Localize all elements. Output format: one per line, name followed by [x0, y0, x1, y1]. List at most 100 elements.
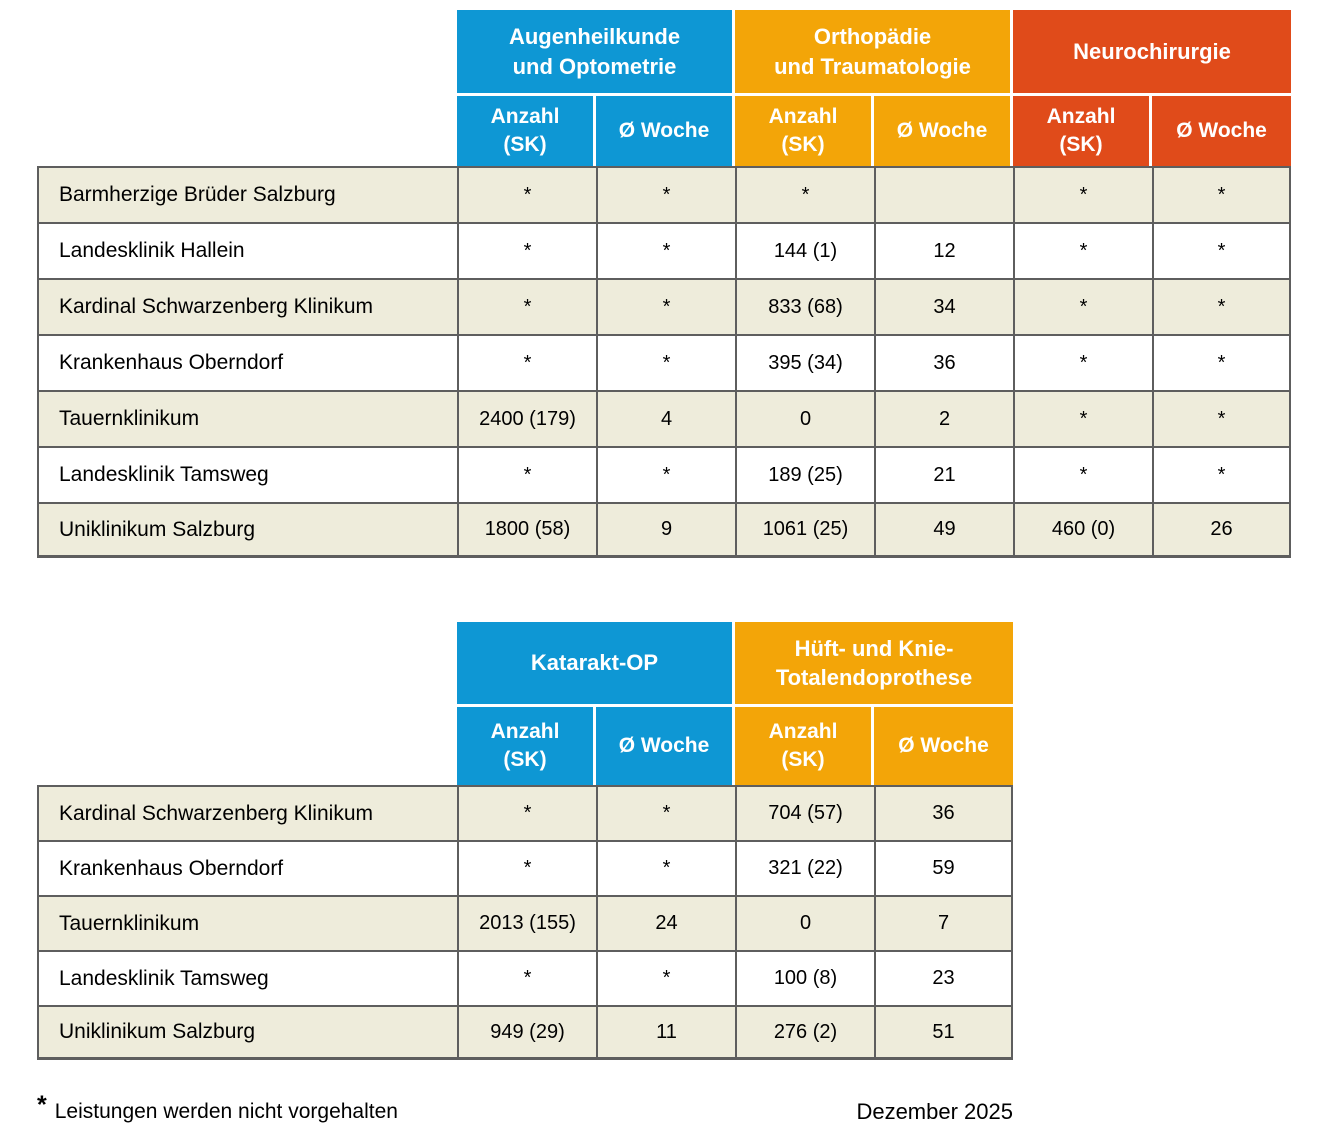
subheader-woche: Ø Woche	[874, 707, 1014, 785]
subheader-row: Anzahl (SK) Ø Woche Anzahl (SK) Ø Woche	[37, 707, 1014, 785]
subheader-woche: Ø Woche	[596, 707, 735, 785]
eingriffe-table: Katarakt-OP Hüft- und Knie- Totalendopro…	[37, 622, 1014, 1060]
header-spacer	[37, 707, 457, 785]
value-cell: 21	[874, 446, 1014, 502]
table-row: Landesklinik Hallein * * 144 (1) 12 * *	[37, 222, 1292, 278]
value-cell: 26	[1152, 502, 1292, 558]
value-cell: *	[1152, 222, 1292, 278]
row-label: Tauernklinikum	[37, 390, 457, 446]
value-cell: *	[596, 446, 735, 502]
value-cell: *	[1152, 278, 1292, 334]
value-cell: *	[457, 840, 596, 895]
value-cell: *	[1013, 278, 1153, 334]
value-cell: 1061 (25)	[735, 502, 874, 558]
value-cell: *	[735, 166, 874, 222]
value-cell: *	[457, 950, 596, 1005]
value-cell: 144 (1)	[735, 222, 874, 278]
value-cell: 36	[874, 785, 1014, 840]
table-row: Kardinal Schwarzenberg Klinikum * * 833 …	[37, 278, 1292, 334]
group-header-katarakt-op: Katarakt-OP	[457, 622, 735, 707]
header-spacer	[37, 622, 457, 707]
group-header-row: Katarakt-OP Hüft- und Knie- Totalendopro…	[37, 622, 1014, 707]
value-cell: *	[596, 222, 735, 278]
row-label: Landesklinik Tamsweg	[37, 446, 457, 502]
value-cell: 7	[874, 895, 1014, 950]
value-cell: 1800 (58)	[457, 502, 596, 558]
value-cell: 276 (2)	[735, 1005, 874, 1060]
value-cell: 24	[596, 895, 735, 950]
value-cell: *	[1152, 446, 1292, 502]
value-cell: 59	[874, 840, 1014, 895]
subheader-anzahl-sk: Anzahl (SK)	[1013, 96, 1153, 166]
value-cell: *	[1013, 390, 1153, 446]
footnote-asterisk: *	[37, 1091, 47, 1119]
value-cell: 949 (29)	[457, 1005, 596, 1060]
group-header-hueft-knie-tep: Hüft- und Knie- Totalendoprothese	[735, 622, 1014, 707]
row-label: Tauernklinikum	[37, 895, 457, 950]
table-row: Landesklinik Tamsweg * * 189 (25) 21 * *	[37, 446, 1292, 502]
subheader-woche: Ø Woche	[596, 96, 735, 166]
subheader-woche: Ø Woche	[874, 96, 1014, 166]
value-cell: 395 (34)	[735, 334, 874, 390]
row-label: Krankenhaus Oberndorf	[37, 334, 457, 390]
table-row: Landesklinik Tamsweg * * 100 (8) 23	[37, 950, 1014, 1005]
value-cell: 23	[874, 950, 1014, 1005]
table-row: Krankenhaus Oberndorf * * 395 (34) 36 * …	[37, 334, 1292, 390]
table-row: Krankenhaus Oberndorf * * 321 (22) 59	[37, 840, 1014, 895]
subheader-anzahl-sk: Anzahl (SK)	[457, 96, 596, 166]
value-cell: *	[457, 278, 596, 334]
row-label: Uniklinikum Salzburg	[37, 502, 457, 558]
value-cell: 2400 (179)	[457, 390, 596, 446]
value-cell: *	[1013, 334, 1153, 390]
row-label: Krankenhaus Oberndorf	[37, 840, 457, 895]
header-spacer	[37, 96, 457, 166]
value-cell: 0	[735, 390, 874, 446]
fachbereiche-table: Augenheilkunde und Optometrie Orthopädie…	[37, 10, 1292, 558]
row-label: Kardinal Schwarzenberg Klinikum	[37, 278, 457, 334]
value-cell: 321 (22)	[735, 840, 874, 895]
value-cell: *	[1152, 166, 1292, 222]
value-cell: 9	[596, 502, 735, 558]
value-cell: *	[596, 785, 735, 840]
footer: * Leistungen werden nicht vorgehalten Dez…	[37, 1091, 1013, 1125]
value-cell: *	[457, 785, 596, 840]
value-cell: *	[596, 278, 735, 334]
subheader-woche: Ø Woche	[1152, 96, 1292, 166]
footnote-text: Leistungen werden nicht vorgehalten	[54, 1100, 398, 1123]
table-row: Tauernklinikum 2013 (155) 24 0 7	[37, 895, 1014, 950]
table-row: Barmherzige Brüder Salzburg * * * * *	[37, 166, 1292, 222]
subheader-row: Anzahl (SK) Ø Woche Anzahl (SK) Ø Woche …	[37, 96, 1292, 166]
value-cell: 833 (68)	[735, 278, 874, 334]
value-cell: *	[1152, 334, 1292, 390]
value-cell: *	[596, 950, 735, 1005]
table-row: Tauernklinikum 2400 (179) 4 0 2 * *	[37, 390, 1292, 446]
table-row: Uniklinikum Salzburg 1800 (58) 9 1061 (2…	[37, 502, 1292, 558]
value-cell: 100 (8)	[735, 950, 874, 1005]
value-cell: 34	[874, 278, 1014, 334]
header-spacer	[37, 10, 457, 96]
value-cell: *	[1152, 390, 1292, 446]
table-row: Kardinal Schwarzenberg Klinikum * * 704 …	[37, 785, 1014, 840]
subheader-anzahl-sk: Anzahl (SK)	[735, 96, 874, 166]
value-cell: *	[596, 334, 735, 390]
row-label: Landesklinik Tamsweg	[37, 950, 457, 1005]
value-cell: *	[457, 446, 596, 502]
value-cell: *	[596, 840, 735, 895]
footnote: * Leistungen werden nicht vorgehalten	[37, 1091, 398, 1125]
row-label: Landesklinik Hallein	[37, 222, 457, 278]
value-cell: *	[1013, 446, 1153, 502]
value-cell	[874, 166, 1014, 222]
value-cell: 0	[735, 895, 874, 950]
table-row: Uniklinikum Salzburg 949 (29) 11 276 (2)…	[37, 1005, 1014, 1060]
value-cell: 4	[596, 390, 735, 446]
group-header-row: Augenheilkunde und Optometrie Orthopädie…	[37, 10, 1292, 96]
value-cell: 2	[874, 390, 1014, 446]
value-cell: 49	[874, 502, 1014, 558]
value-cell: 189 (25)	[735, 446, 874, 502]
value-cell: *	[1013, 222, 1153, 278]
group-header-neurochirurgie: Neurochirurgie	[1013, 10, 1292, 96]
value-cell: *	[596, 166, 735, 222]
row-label: Kardinal Schwarzenberg Klinikum	[37, 785, 457, 840]
value-cell: 704 (57)	[735, 785, 874, 840]
row-label: Barmherzige Brüder Salzburg	[37, 166, 457, 222]
